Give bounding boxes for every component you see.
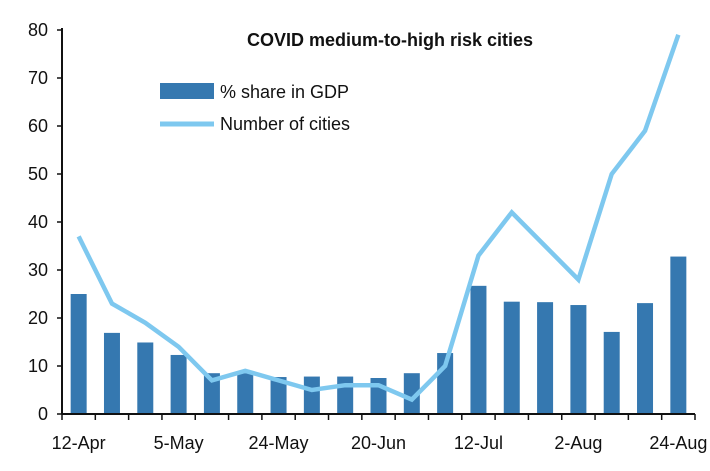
y-tick-label: 60 <box>28 116 48 136</box>
x-tick-label: 20-Jun <box>351 433 406 453</box>
bar <box>670 257 686 414</box>
bar <box>570 305 586 414</box>
x-tick-label: 12-Apr <box>52 433 106 453</box>
legend: % share in GDP Number of cities <box>160 82 350 134</box>
x-tick-label: 24-Aug <box>649 433 707 453</box>
bar <box>104 333 120 414</box>
x-tick-label: 2-Aug <box>554 433 602 453</box>
legend-label-bar: % share in GDP <box>220 82 349 102</box>
x-tick-label: 24-May <box>249 433 309 453</box>
y-tick-label: 20 <box>28 308 48 328</box>
x-tick-label: 5-May <box>154 433 204 453</box>
bar <box>71 294 87 414</box>
bar <box>237 373 253 414</box>
y-tick-label: 50 <box>28 164 48 184</box>
bar <box>337 377 353 414</box>
legend-label-line: Number of cities <box>220 114 350 134</box>
bar <box>637 303 653 414</box>
bar <box>304 377 320 414</box>
bar <box>504 302 520 414</box>
bar <box>171 355 187 414</box>
bar <box>537 302 553 414</box>
y-tick-label: 10 <box>28 356 48 376</box>
chart-title: COVID medium-to-high risk cities <box>247 30 533 50</box>
y-tick-label: 40 <box>28 212 48 232</box>
y-tick-label: 30 <box>28 260 48 280</box>
y-tick-label: 80 <box>28 20 48 40</box>
y-tick-label: 0 <box>38 404 48 424</box>
y-tick-label: 70 <box>28 68 48 88</box>
bar <box>137 342 153 414</box>
bar <box>470 286 486 414</box>
legend-swatch-bar <box>160 83 214 99</box>
bar <box>604 332 620 414</box>
x-tick-label: 12-Jul <box>454 433 503 453</box>
